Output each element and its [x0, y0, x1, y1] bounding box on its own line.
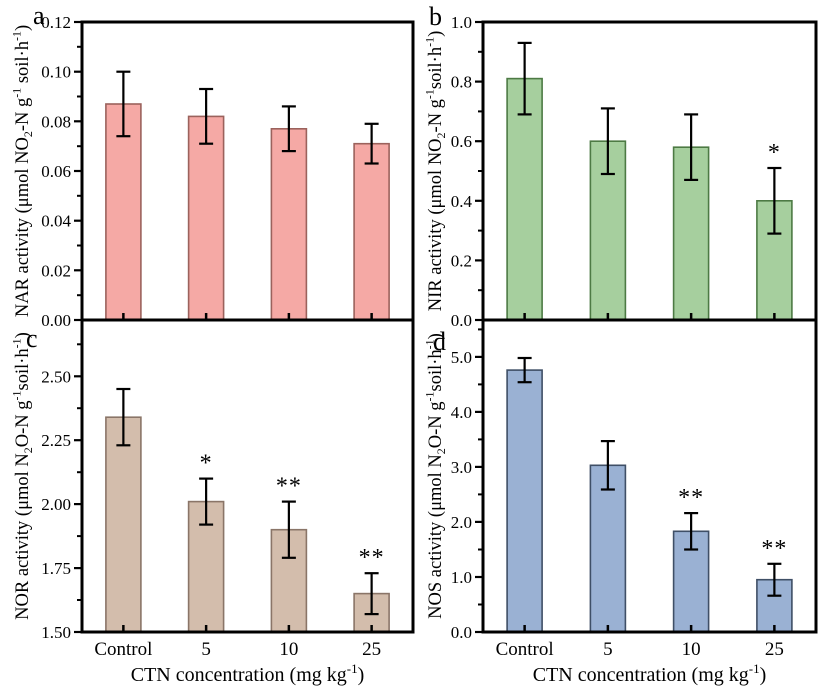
panel-d-bar-5	[589, 464, 627, 633]
y-tick-label: 0.0	[451, 311, 472, 330]
y-tick-label: 4.0	[451, 403, 472, 422]
panel-c-errorbar-25	[364, 572, 379, 616]
y-tick-label: 0.8	[451, 73, 472, 92]
x-tick-label: 25	[765, 639, 784, 660]
x-axis-label: CTN concentration (mg kg-1)	[131, 661, 365, 686]
panel-d-errorbar-10	[684, 511, 699, 551]
panel-a-bar-25	[353, 142, 390, 321]
y-tick-label: 3.0	[451, 458, 472, 477]
y-tick-label: 0.2	[451, 251, 472, 270]
panel-c-label: c	[26, 324, 38, 353]
panel-c-errorbar-10	[281, 500, 296, 559]
y-tick-label: 0.6	[451, 132, 472, 151]
y-tick-label: 0.02	[41, 261, 71, 280]
panel-b-label: b	[429, 2, 442, 31]
panel-a-bar-5	[187, 115, 225, 321]
y-tick-label: 1.75	[41, 559, 71, 578]
x-tick-label: 10	[279, 639, 298, 660]
significance-marker: *	[768, 140, 781, 166]
y-tick-label: 5.0	[451, 348, 472, 367]
panel-a-bar-Control	[105, 103, 142, 321]
y-tick-label: 0.08	[41, 112, 71, 131]
panel-d-label: d	[433, 327, 446, 356]
panel-b-errorbar-25	[767, 166, 782, 235]
panel-a-errorbar-5	[199, 87, 214, 145]
panel-d-frame	[481, 318, 818, 634]
x-tick-label: Control	[94, 639, 152, 660]
y-tick-label: 2.0	[451, 513, 472, 532]
panel-a-y-axis: 0.00 0.02 0.04 0.06 0.08 0.10 0.12	[41, 13, 82, 330]
significance-marker: **	[276, 474, 302, 500]
y-tick-label: 0.00	[41, 311, 71, 330]
panel-a-bar-10	[270, 128, 308, 321]
panel-b-y-axis: 0.0 0.2 0.4 0.6 0.8 1.0	[451, 13, 483, 330]
x-tick-label: 25	[362, 639, 381, 660]
panel-a: 0.00 0.02 0.04 0.06 0.08 0.10 0.12 NAR activity…	[10, 1, 415, 330]
panel-a-errorbar-25	[364, 122, 379, 165]
panel-c-y-axis: 1.50 1.75 2.00 2.25 2.50	[41, 343, 82, 642]
panel-a-errorbar-Control	[116, 70, 131, 138]
significance-marker: **	[359, 545, 385, 571]
panel-d-errorbar-25	[767, 562, 782, 597]
panel-d-errorbar-Control	[517, 356, 532, 384]
x-tick-label: 5	[603, 639, 613, 660]
y-tick-label: 0.12	[41, 13, 71, 32]
panel-b-y-axis-label: NIR activity (μmol NO2-N g-1soil·h-1)	[423, 31, 449, 312]
panel-b-errorbar-Control	[517, 41, 532, 116]
y-tick-label: 1.50	[41, 623, 71, 642]
y-tick-label: 0.10	[41, 63, 71, 82]
y-tick-label: 0.04	[41, 212, 71, 231]
panel-b-errorbar-5	[600, 107, 615, 176]
panel-c-y-axis-label: NOR activity (μmol N2O-N g-1soil·h-1)	[10, 332, 35, 620]
x-tick-label: Control	[496, 639, 554, 660]
x-axis-label: CTN concentration (mg kg-1)	[533, 661, 767, 686]
x-tick-label: 5	[201, 639, 211, 660]
panel-c-bar-Control	[105, 416, 142, 633]
significance-marker: *	[200, 451, 213, 477]
panel-d-bar-Control	[506, 369, 543, 633]
panel-d-errorbar-5	[600, 440, 615, 491]
panel-d-y-axis-label: NOS activity (μmol N2O-N g-1soil·h-1)	[423, 333, 449, 619]
panel-c-errorbar-Control	[116, 387, 131, 447]
panel-b-errorbar-10	[684, 113, 699, 181]
panel-c-errorbar-5	[199, 477, 214, 526]
y-tick-label: 1.0	[451, 568, 472, 587]
panel-c-frame	[80, 318, 415, 634]
y-tick-label: 1.0	[451, 13, 472, 32]
panel-d-y-axis: 0.0 1.0 2.0 3.0 4.0 5.0	[451, 328, 483, 642]
y-tick-label: 0.0	[451, 623, 472, 642]
panel-b-bar-25	[756, 200, 793, 321]
y-tick-label: 2.50	[41, 367, 71, 386]
panel-a-label: a	[33, 1, 45, 30]
x-tick-label: 10	[682, 639, 701, 660]
panel-a-errorbar-10	[281, 105, 296, 153]
y-tick-label: 0.06	[41, 162, 71, 181]
y-tick-label: 2.25	[41, 431, 71, 450]
y-tick-label: 2.00	[41, 495, 71, 514]
significance-marker: **	[678, 485, 704, 511]
y-tick-label: 0.4	[451, 192, 473, 211]
significance-marker: **	[761, 536, 787, 562]
panel-a-y-axis-label: NAR activity (μmol NO2-N g-1 soil·h-1)	[10, 25, 35, 317]
